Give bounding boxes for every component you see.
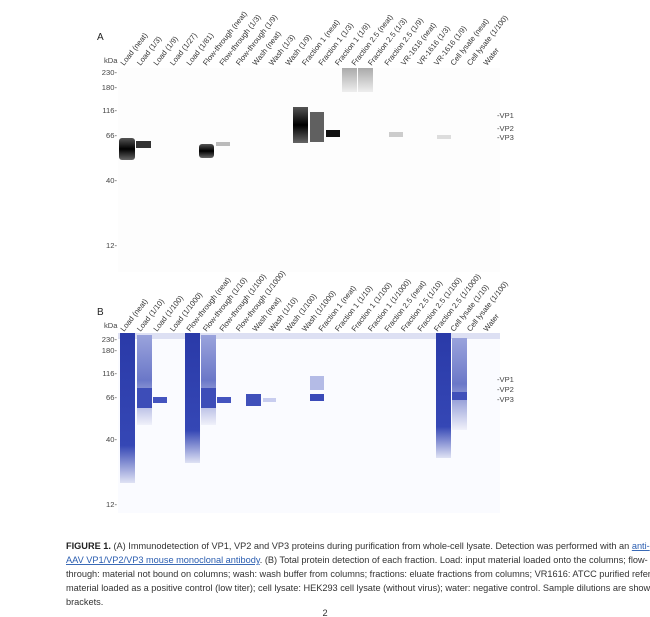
- caption-text: . (B) Total protein detection of each fr…: [260, 555, 648, 565]
- caption-line: brackets.: [66, 597, 103, 607]
- kda-marker: 116-: [102, 369, 117, 378]
- kda-marker: 66-: [106, 131, 117, 140]
- band-label: -VP1: [497, 111, 514, 120]
- band-label: -VP2: [497, 385, 514, 394]
- page-number: 2: [322, 608, 327, 617]
- kda-marker: 12-: [106, 500, 117, 509]
- kda-marker: 116-: [102, 106, 117, 115]
- kda-marker: 230-: [102, 335, 118, 344]
- panel-label: B: [97, 307, 104, 318]
- caption-text: material loaded as a positive control (l…: [66, 583, 650, 593]
- caption-text: FIGURE 1.: [66, 541, 111, 551]
- gel-a: [118, 68, 500, 272]
- caption-line: material loaded as a positive control (l…: [66, 583, 650, 593]
- caption-text: through: material not bound on columns; …: [66, 569, 650, 579]
- kda-marker: 40-: [106, 176, 117, 185]
- caption-link: AAV VP1/VP2/VP3 mouse monoclonal antibod…: [66, 555, 261, 565]
- kda-marker: 180-: [102, 83, 118, 92]
- kda-marker: 180-: [102, 346, 118, 355]
- band-label: -VP3: [497, 395, 514, 404]
- band-label: -VP1: [497, 375, 514, 384]
- caption-text: (A) Immunodetection of VP1, VP2 and VP3 …: [111, 541, 632, 551]
- kda-marker: 66-: [106, 393, 117, 402]
- band-label: -VP2: [497, 124, 514, 133]
- gel-b: [118, 333, 500, 513]
- caption-link: anti-: [632, 541, 650, 551]
- kda-title: kDa: [104, 321, 118, 330]
- caption-text: brackets.: [66, 597, 103, 607]
- caption-line: AAV VP1/VP2/VP3 mouse monoclonal antibod…: [66, 555, 648, 565]
- kda-title: kDa: [104, 56, 118, 65]
- kda-marker: 12-: [106, 241, 117, 250]
- kda-marker: 40-: [106, 435, 117, 444]
- kda-marker: 230-: [102, 68, 118, 77]
- panel-label: A: [97, 32, 104, 43]
- band-label: -VP3: [497, 133, 514, 142]
- caption-line: through: material not bound on columns; …: [66, 569, 650, 579]
- caption-line: FIGURE 1. (A) Immunodetection of VP1, VP…: [66, 541, 650, 551]
